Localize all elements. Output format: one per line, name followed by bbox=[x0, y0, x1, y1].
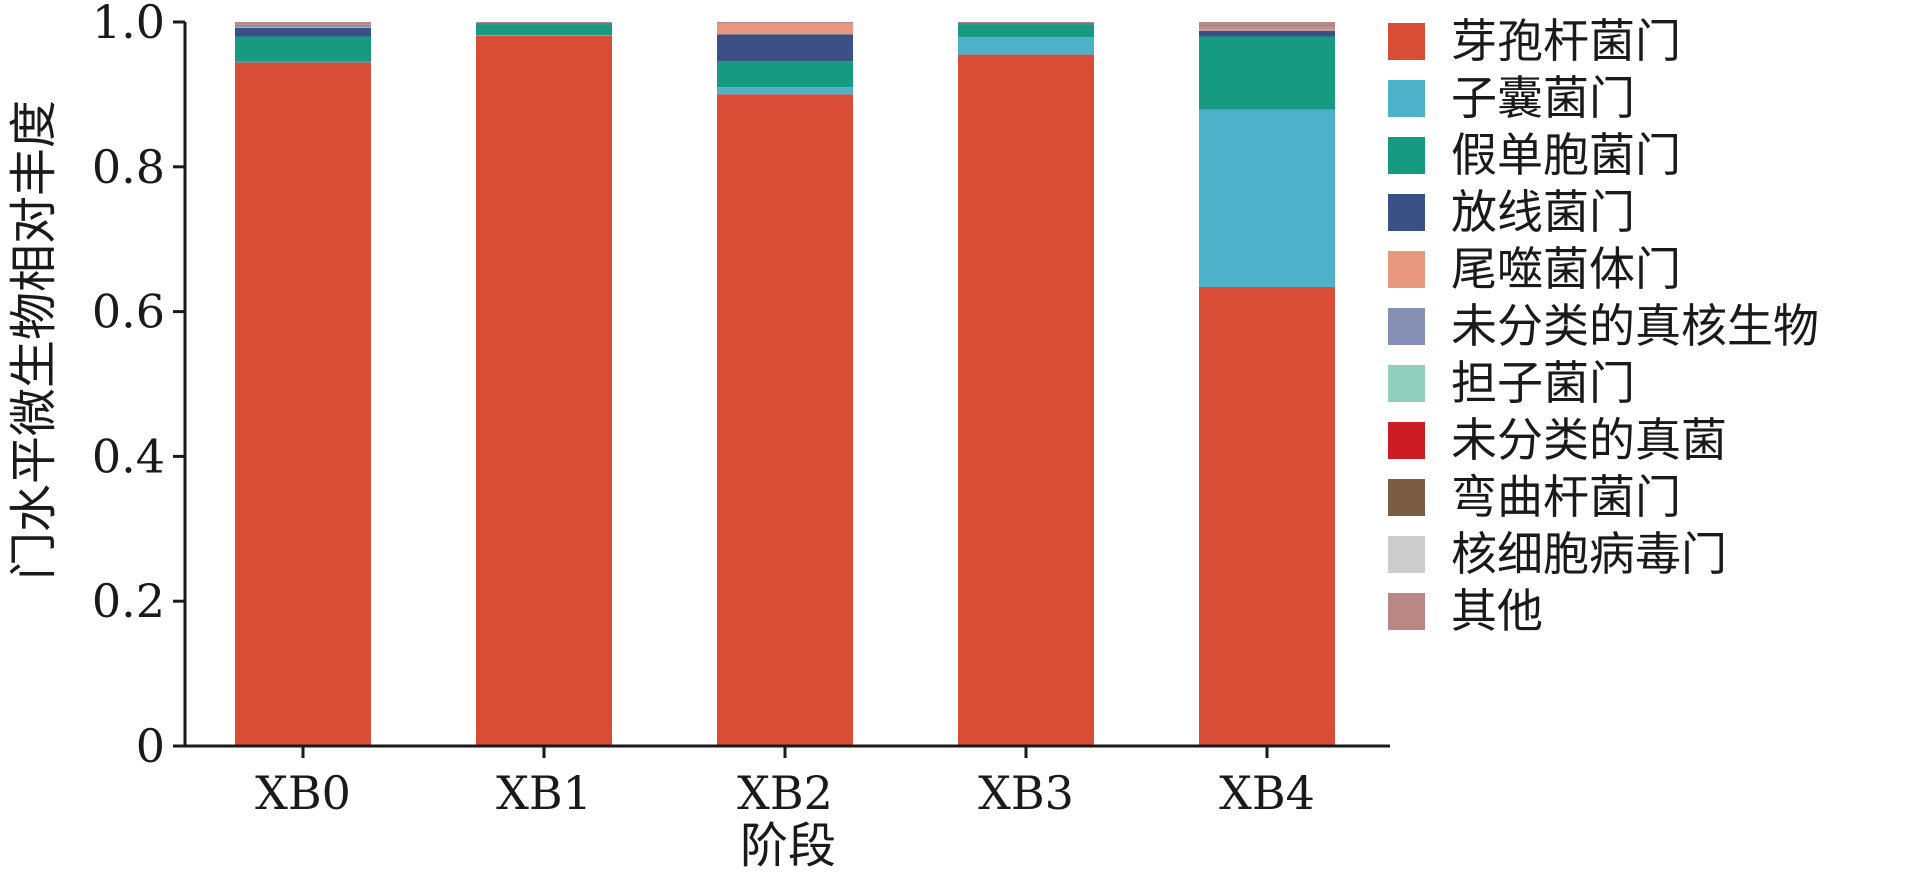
bar-segment-xb4-s10 bbox=[1199, 22, 1335, 26]
legend-swatch bbox=[1388, 536, 1425, 573]
x-tick-label: XB2 bbox=[737, 766, 833, 820]
bar-segment-xb4-s1 bbox=[1199, 109, 1335, 287]
legend-label: 核细胞病毒门 bbox=[1451, 527, 1727, 581]
bar-segment-xb1-s0 bbox=[476, 35, 612, 747]
y-tick-label: 0.8 bbox=[92, 140, 165, 194]
legend-label: 未分类的真菌 bbox=[1451, 413, 1727, 467]
bar-segment-xb0-s1 bbox=[235, 61, 371, 63]
x-axis-title: 阶段 bbox=[740, 818, 836, 874]
x-tick-label: XB4 bbox=[1219, 766, 1315, 820]
bar-segment-xb2-s10 bbox=[717, 22, 853, 24]
y-tick-label: 0.2 bbox=[92, 574, 165, 628]
y-tick-label: 0 bbox=[136, 719, 165, 773]
legend-label: 尾噬菌体门 bbox=[1451, 242, 1681, 296]
legend-swatch bbox=[1388, 194, 1425, 231]
y-tick-label: 0.6 bbox=[92, 285, 165, 339]
bar-segment-xb4-s4 bbox=[1199, 28, 1335, 31]
bar-segment-xb4-s5 bbox=[1199, 27, 1335, 29]
y-axis-title: 门水平微生物相对丰度 bbox=[6, 100, 62, 580]
bar-segment-xb4-s0 bbox=[1199, 286, 1335, 746]
legend-swatch bbox=[1388, 137, 1425, 174]
bar-segment-xb1-s1 bbox=[476, 35, 612, 36]
legend-swatch bbox=[1388, 23, 1425, 60]
legend-label: 弯曲杆菌门 bbox=[1451, 470, 1681, 524]
legend-label: 担子菌门 bbox=[1451, 356, 1635, 410]
bar-segment-xb3-s10 bbox=[958, 22, 1094, 24]
bar-segment-xb3-s0 bbox=[958, 54, 1094, 746]
bar-segment-xb0-s5 bbox=[235, 24, 371, 28]
legend-label: 芽孢杆菌门 bbox=[1451, 14, 1681, 68]
bar-segment-xb4-s6 bbox=[1199, 26, 1335, 28]
axes bbox=[183, 22, 1390, 748]
legend-label: 放线菌门 bbox=[1451, 185, 1635, 239]
bar-segment-xb4-s7 bbox=[1199, 25, 1335, 27]
bar-segment-xb4-s2 bbox=[1199, 36, 1335, 110]
x-tick-label: XB0 bbox=[255, 766, 351, 820]
bar-segment-xb1-s3 bbox=[476, 23, 612, 25]
legend: 芽孢杆菌门子囊菌门假单胞菌门放线菌门尾噬菌体门未分类的真核生物担子菌门未分类的真… bbox=[1388, 14, 1819, 638]
legend-swatch bbox=[1388, 251, 1425, 288]
bar-segment-xb1-s10 bbox=[476, 22, 612, 24]
bar-segment-xb2-s3 bbox=[717, 34, 853, 62]
bar-segment-xb0-s2 bbox=[235, 36, 371, 62]
bar-segment-xb4-s3 bbox=[1199, 30, 1335, 37]
bar-segment-xb0-s10 bbox=[235, 22, 371, 25]
legend-label: 假单胞菌门 bbox=[1451, 128, 1681, 182]
legend-swatch bbox=[1388, 479, 1425, 516]
bar-segment-xb2-s1 bbox=[717, 87, 853, 95]
bar-segment-xb0-s3 bbox=[235, 27, 371, 37]
x-axis-ticks: XB0 XB1 XB2 XB3 XB4 bbox=[255, 746, 1315, 820]
legend-swatch bbox=[1388, 422, 1425, 459]
x-tick-label: XB3 bbox=[978, 766, 1074, 820]
bar-segment-xb3-s3 bbox=[958, 23, 1094, 25]
x-tick-label: XB1 bbox=[496, 766, 592, 820]
legend-swatch bbox=[1388, 365, 1425, 402]
legend-label: 其他 bbox=[1451, 584, 1543, 638]
legend-swatch bbox=[1388, 80, 1425, 117]
bar-segment-xb0-s4 bbox=[235, 27, 371, 28]
bar-segment-xb2-s4 bbox=[717, 23, 853, 35]
y-axis-ticks: 0 0.2 0.4 0.6 0.8 1.0 bbox=[92, 0, 185, 773]
bar-segment-xb3-s2 bbox=[958, 24, 1094, 38]
bar-segment-xb2-s2 bbox=[717, 61, 853, 88]
bar-segment-xb1-s2 bbox=[476, 24, 612, 36]
bar-segments bbox=[235, 22, 1335, 747]
bar-segment-xb3-s1 bbox=[958, 37, 1094, 55]
legend-label: 子囊菌门 bbox=[1451, 71, 1635, 125]
legend-label: 未分类的真核生物 bbox=[1451, 299, 1819, 353]
legend-swatch bbox=[1388, 593, 1425, 630]
legend-swatch bbox=[1388, 308, 1425, 345]
bar-segment-xb2-s0 bbox=[717, 94, 853, 746]
y-tick-label: 0.4 bbox=[92, 429, 165, 483]
bar-segment-xb0-s0 bbox=[235, 62, 371, 746]
y-tick-label: 1.0 bbox=[92, 0, 165, 49]
